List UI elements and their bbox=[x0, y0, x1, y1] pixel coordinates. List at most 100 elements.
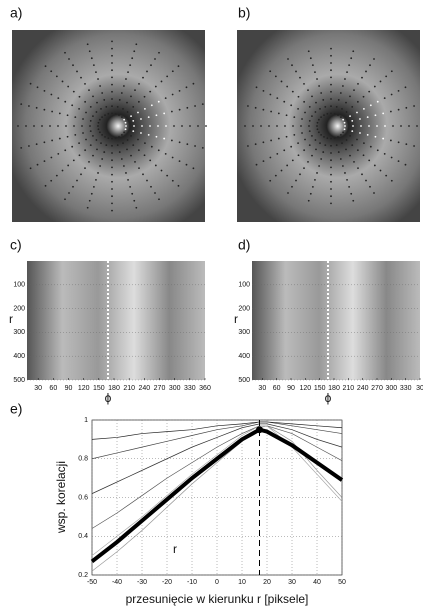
grid-dot bbox=[85, 111, 87, 114]
grid-dot bbox=[337, 136, 339, 138]
grid-dot bbox=[137, 111, 139, 114]
grid-dot bbox=[154, 85, 157, 88]
grid-dot bbox=[260, 125, 262, 127]
grid-dot bbox=[346, 71, 348, 74]
grid-dot bbox=[316, 172, 318, 174]
grid-dot bbox=[366, 133, 369, 136]
grid-dot bbox=[280, 169, 283, 172]
grid-dot bbox=[107, 112, 110, 115]
series-line bbox=[91, 425, 343, 529]
grid-dot bbox=[284, 125, 286, 127]
grid-dot bbox=[276, 97, 279, 99]
grid-dot bbox=[111, 180, 113, 183]
grid-dot bbox=[43, 141, 46, 144]
grid-dot bbox=[268, 125, 270, 127]
grid-dot bbox=[142, 76, 144, 79]
peak-marker bbox=[256, 426, 263, 434]
grid-dot bbox=[166, 75, 169, 78]
grid-dot bbox=[111, 209, 113, 212]
grid-dot bbox=[89, 130, 92, 133]
grid-dot bbox=[36, 163, 39, 166]
grid-dot bbox=[345, 111, 348, 113]
grid-dot bbox=[57, 125, 59, 127]
grid-dot bbox=[178, 160, 181, 163]
grid-dot bbox=[97, 128, 100, 131]
grid-dot bbox=[120, 92, 123, 94]
grid-dot bbox=[363, 108, 365, 110]
grid-dot bbox=[157, 149, 160, 152]
grid-dot bbox=[390, 156, 393, 159]
grid-dot bbox=[330, 166, 332, 169]
grid-dot bbox=[350, 192, 353, 195]
annotation: r bbox=[173, 542, 177, 556]
grid-dot bbox=[318, 85, 320, 87]
grid-dot bbox=[20, 103, 23, 106]
grid-dot bbox=[158, 51, 160, 54]
grid-dot bbox=[57, 153, 60, 155]
grid-dot bbox=[262, 141, 265, 144]
grid-dot bbox=[416, 125, 418, 127]
grid-dot bbox=[330, 105, 332, 108]
grid-dot bbox=[342, 131, 345, 134]
grid-dot bbox=[320, 92, 323, 94]
x-tick-label: -50 bbox=[87, 579, 97, 586]
grid-dot bbox=[189, 125, 191, 127]
x-tick-label: 180 bbox=[108, 385, 120, 392]
grid-dot bbox=[97, 121, 100, 124]
grid-dot bbox=[120, 116, 123, 118]
grid-dot bbox=[142, 173, 144, 176]
grid-dot bbox=[330, 202, 332, 205]
grid-dot bbox=[303, 100, 306, 103]
grid-dot bbox=[311, 154, 313, 157]
grid-dot bbox=[307, 50, 310, 53]
grid-dot bbox=[408, 125, 410, 127]
grid-dot bbox=[141, 125, 143, 127]
grid-dot bbox=[343, 128, 346, 131]
grid-dot bbox=[269, 70, 272, 73]
endoscope-image bbox=[12, 30, 205, 222]
series-line bbox=[91, 421, 343, 460]
grid-dot bbox=[43, 90, 46, 92]
grid-dot bbox=[352, 50, 355, 53]
grid-dot bbox=[344, 172, 346, 174]
grid-dot bbox=[262, 160, 265, 163]
grid-dot bbox=[356, 149, 359, 152]
grid-dot bbox=[194, 105, 196, 107]
x-tick-label: 120 bbox=[299, 385, 311, 392]
grid-dot bbox=[369, 104, 372, 107]
grid-dot bbox=[95, 178, 97, 181]
grid-dot bbox=[330, 195, 332, 198]
grid-dot bbox=[126, 111, 129, 113]
grid-dot bbox=[295, 179, 297, 182]
grid-dot bbox=[171, 93, 174, 96]
grid-dot bbox=[67, 85, 70, 88]
grid-dot bbox=[297, 95, 300, 98]
grid-dot bbox=[301, 132, 303, 134]
grid-dot bbox=[64, 198, 66, 201]
grid-dot bbox=[368, 90, 371, 93]
grid-dot bbox=[299, 76, 301, 79]
grid-dot bbox=[353, 160, 355, 163]
grid-dot bbox=[297, 108, 299, 110]
grid-dot bbox=[72, 90, 75, 93]
grid-dot bbox=[292, 125, 294, 127]
y-axis-label: wsp. korelacji bbox=[54, 461, 68, 534]
grid-dot bbox=[311, 64, 314, 67]
grid-dot bbox=[80, 173, 82, 176]
x-tick-label: 10 bbox=[238, 579, 246, 586]
x-tick-label: 270 bbox=[371, 385, 383, 392]
grid-dot bbox=[330, 98, 332, 100]
grid-dot bbox=[297, 154, 300, 157]
grid-dot bbox=[308, 106, 311, 108]
grid-dot bbox=[64, 51, 66, 54]
grid-dot bbox=[330, 173, 332, 176]
grid-dot bbox=[98, 118, 101, 121]
grid-dot bbox=[330, 159, 332, 162]
grid-dot bbox=[315, 148, 317, 151]
grid-dot bbox=[357, 83, 359, 85]
grid-dot bbox=[366, 116, 369, 119]
y-tick-label: 200 bbox=[13, 305, 25, 312]
grid-dot bbox=[337, 114, 339, 116]
grid-dot bbox=[405, 106, 408, 109]
